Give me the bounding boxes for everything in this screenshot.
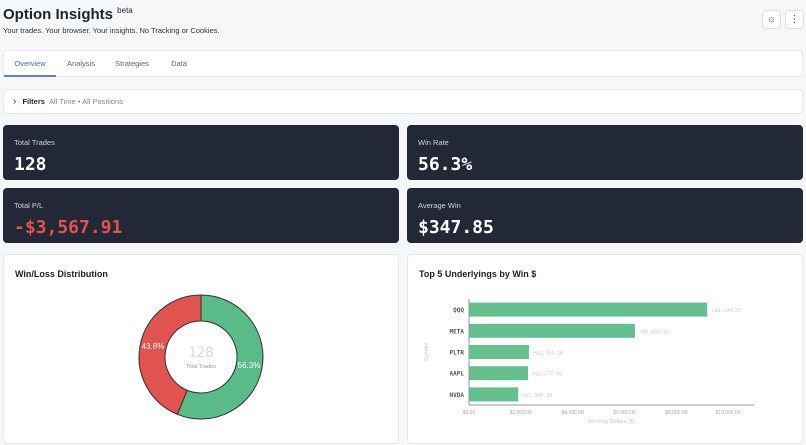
bar-data-label: +$9,194.35 [711,308,741,314]
x-axis-label: Winning Dollars ($) [588,419,635,425]
x-tick-label: $6,000.00 [613,410,635,416]
bar-data-label: +$6,403.35 [639,329,669,335]
more-vertical-icon: ⋮ [789,14,800,25]
app-subtitle: Your trades. Your browser. Your insights… [3,26,220,35]
bar-pltr [469,345,529,359]
win-loss-card: Win/Loss Distribution 128 Total Trades 5… [3,254,399,444]
bar-data-label: +$2,277.98 [532,372,562,378]
y-tick-label: QQQ [453,307,464,314]
y-tick-label: NVDA [450,392,465,399]
stat-value: 128 [14,154,47,175]
top-underlyings-card: Top 5 Underlyings by Win $ QQQ +$9,194.35… [407,254,803,444]
stat-value: $347.85 [418,217,494,238]
donut-slice-win [176,294,264,420]
stat-value: 56.3% [418,154,473,175]
stat-win-rate: Win Rate 56.3% [407,125,803,180]
beta-badge: beta [117,6,133,15]
tab-bar: Overview Analysis Strategies Data [3,50,803,77]
donut-label-loss: 43.8% [142,342,165,351]
stat-label: Win Rate [418,138,449,147]
filters-summary: All Time • All Positions [49,97,123,106]
donut-label-win: 56.3% [238,361,261,370]
stat-average-win: Average Win $347.85 [407,188,803,243]
stat-label: Average Win [418,201,461,210]
bar-data-label: +$1,900.98 [522,393,552,399]
bar-chart: QQQ +$9,194.35 META +$6,403.35 PLTR +$2,314.1… [424,299,754,425]
tab-strategies[interactable]: Strategies [115,59,149,68]
donut-center-value: 128 [188,345,213,361]
x-tick-label: $0.00 [463,410,476,416]
bar-qqq [469,302,708,317]
filters-bar[interactable]: › Filters All Time • All Positions [3,89,803,114]
tab-overview[interactable]: Overview [4,51,56,77]
sun-icon: ☼ [766,14,777,25]
y-tick-label: AAPL [450,371,465,378]
bar-nvda [469,387,519,402]
x-tick-label: $8,000.00 [665,410,687,416]
donut-chart: 128 Total Trades 56.3% 43.8% [138,294,264,420]
y-axis-label: Symbol [424,343,430,361]
tab-data[interactable]: Data [171,59,187,68]
stat-value: -$3,567.91 [14,217,123,238]
y-tick-label: PLTR [450,350,465,357]
filters-label: Filters [22,97,45,106]
x-tick-label: $4,000.00 [562,410,584,416]
donut-center-label: Total Trades [186,364,216,370]
bar-aapl [469,366,529,381]
tab-analysis[interactable]: Analysis [67,59,95,68]
stat-label: Total P/L [14,201,44,210]
theme-toggle-button[interactable]: ☼ [762,10,781,29]
win-loss-title: Win/Loss Distribution [15,269,108,279]
bar-data-label: +$2,314.18 [533,351,563,357]
menu-button[interactable]: ⋮ [785,10,804,29]
bar-meta [469,323,635,338]
stat-label: Total Trades [14,138,55,147]
stat-total-pl: Total P/L -$3,567.91 [3,188,399,243]
top-underlyings-title: Top 5 Underlyings by Win $ [419,269,537,279]
chevron-right-icon: › [13,96,17,107]
stat-total-trades: Total Trades 128 [3,125,399,180]
x-tick-label: $10,000.00 [716,410,741,416]
app-title: Option Insights beta [3,6,133,23]
x-tick-label: $2,000.00 [510,410,532,416]
donut-slice-loss [138,294,202,415]
app-header: Option Insights beta Your trades. Your b… [3,6,220,35]
y-tick-label: META [450,328,465,335]
